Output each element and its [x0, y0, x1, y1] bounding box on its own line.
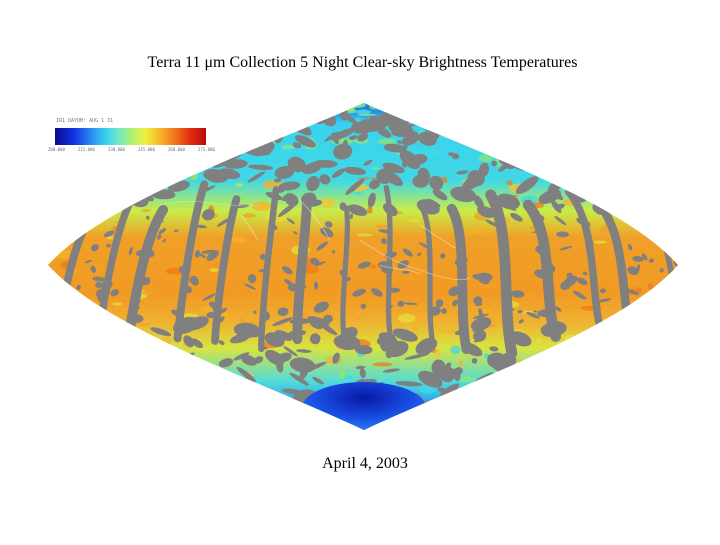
colorbar-header: IR1 DAYDM: AUG 1 31 — [56, 118, 114, 124]
colorbar-ticks: 200.000 215.000 230.000 245.000 260.000 … — [48, 147, 218, 155]
coastlines — [239, 199, 471, 280]
colorbar-tick: 245.000 — [138, 147, 155, 152]
colorbar-tick: 230.000 — [108, 147, 125, 152]
colorbar — [55, 128, 206, 145]
map-fill — [48, 103, 678, 430]
colorbar-tick: 260.000 — [168, 147, 185, 152]
colorbar-tick: 275.000 — [198, 147, 215, 152]
antarctica-region — [302, 382, 426, 430]
page-title: Terra 11 μm Collection 5 Night Clear-sky… — [147, 54, 578, 71]
colorbar-tick: 215.000 — [78, 147, 95, 152]
colorbar-tick: 200.000 — [48, 147, 65, 152]
map-date: April 4, 2003 — [322, 455, 408, 472]
